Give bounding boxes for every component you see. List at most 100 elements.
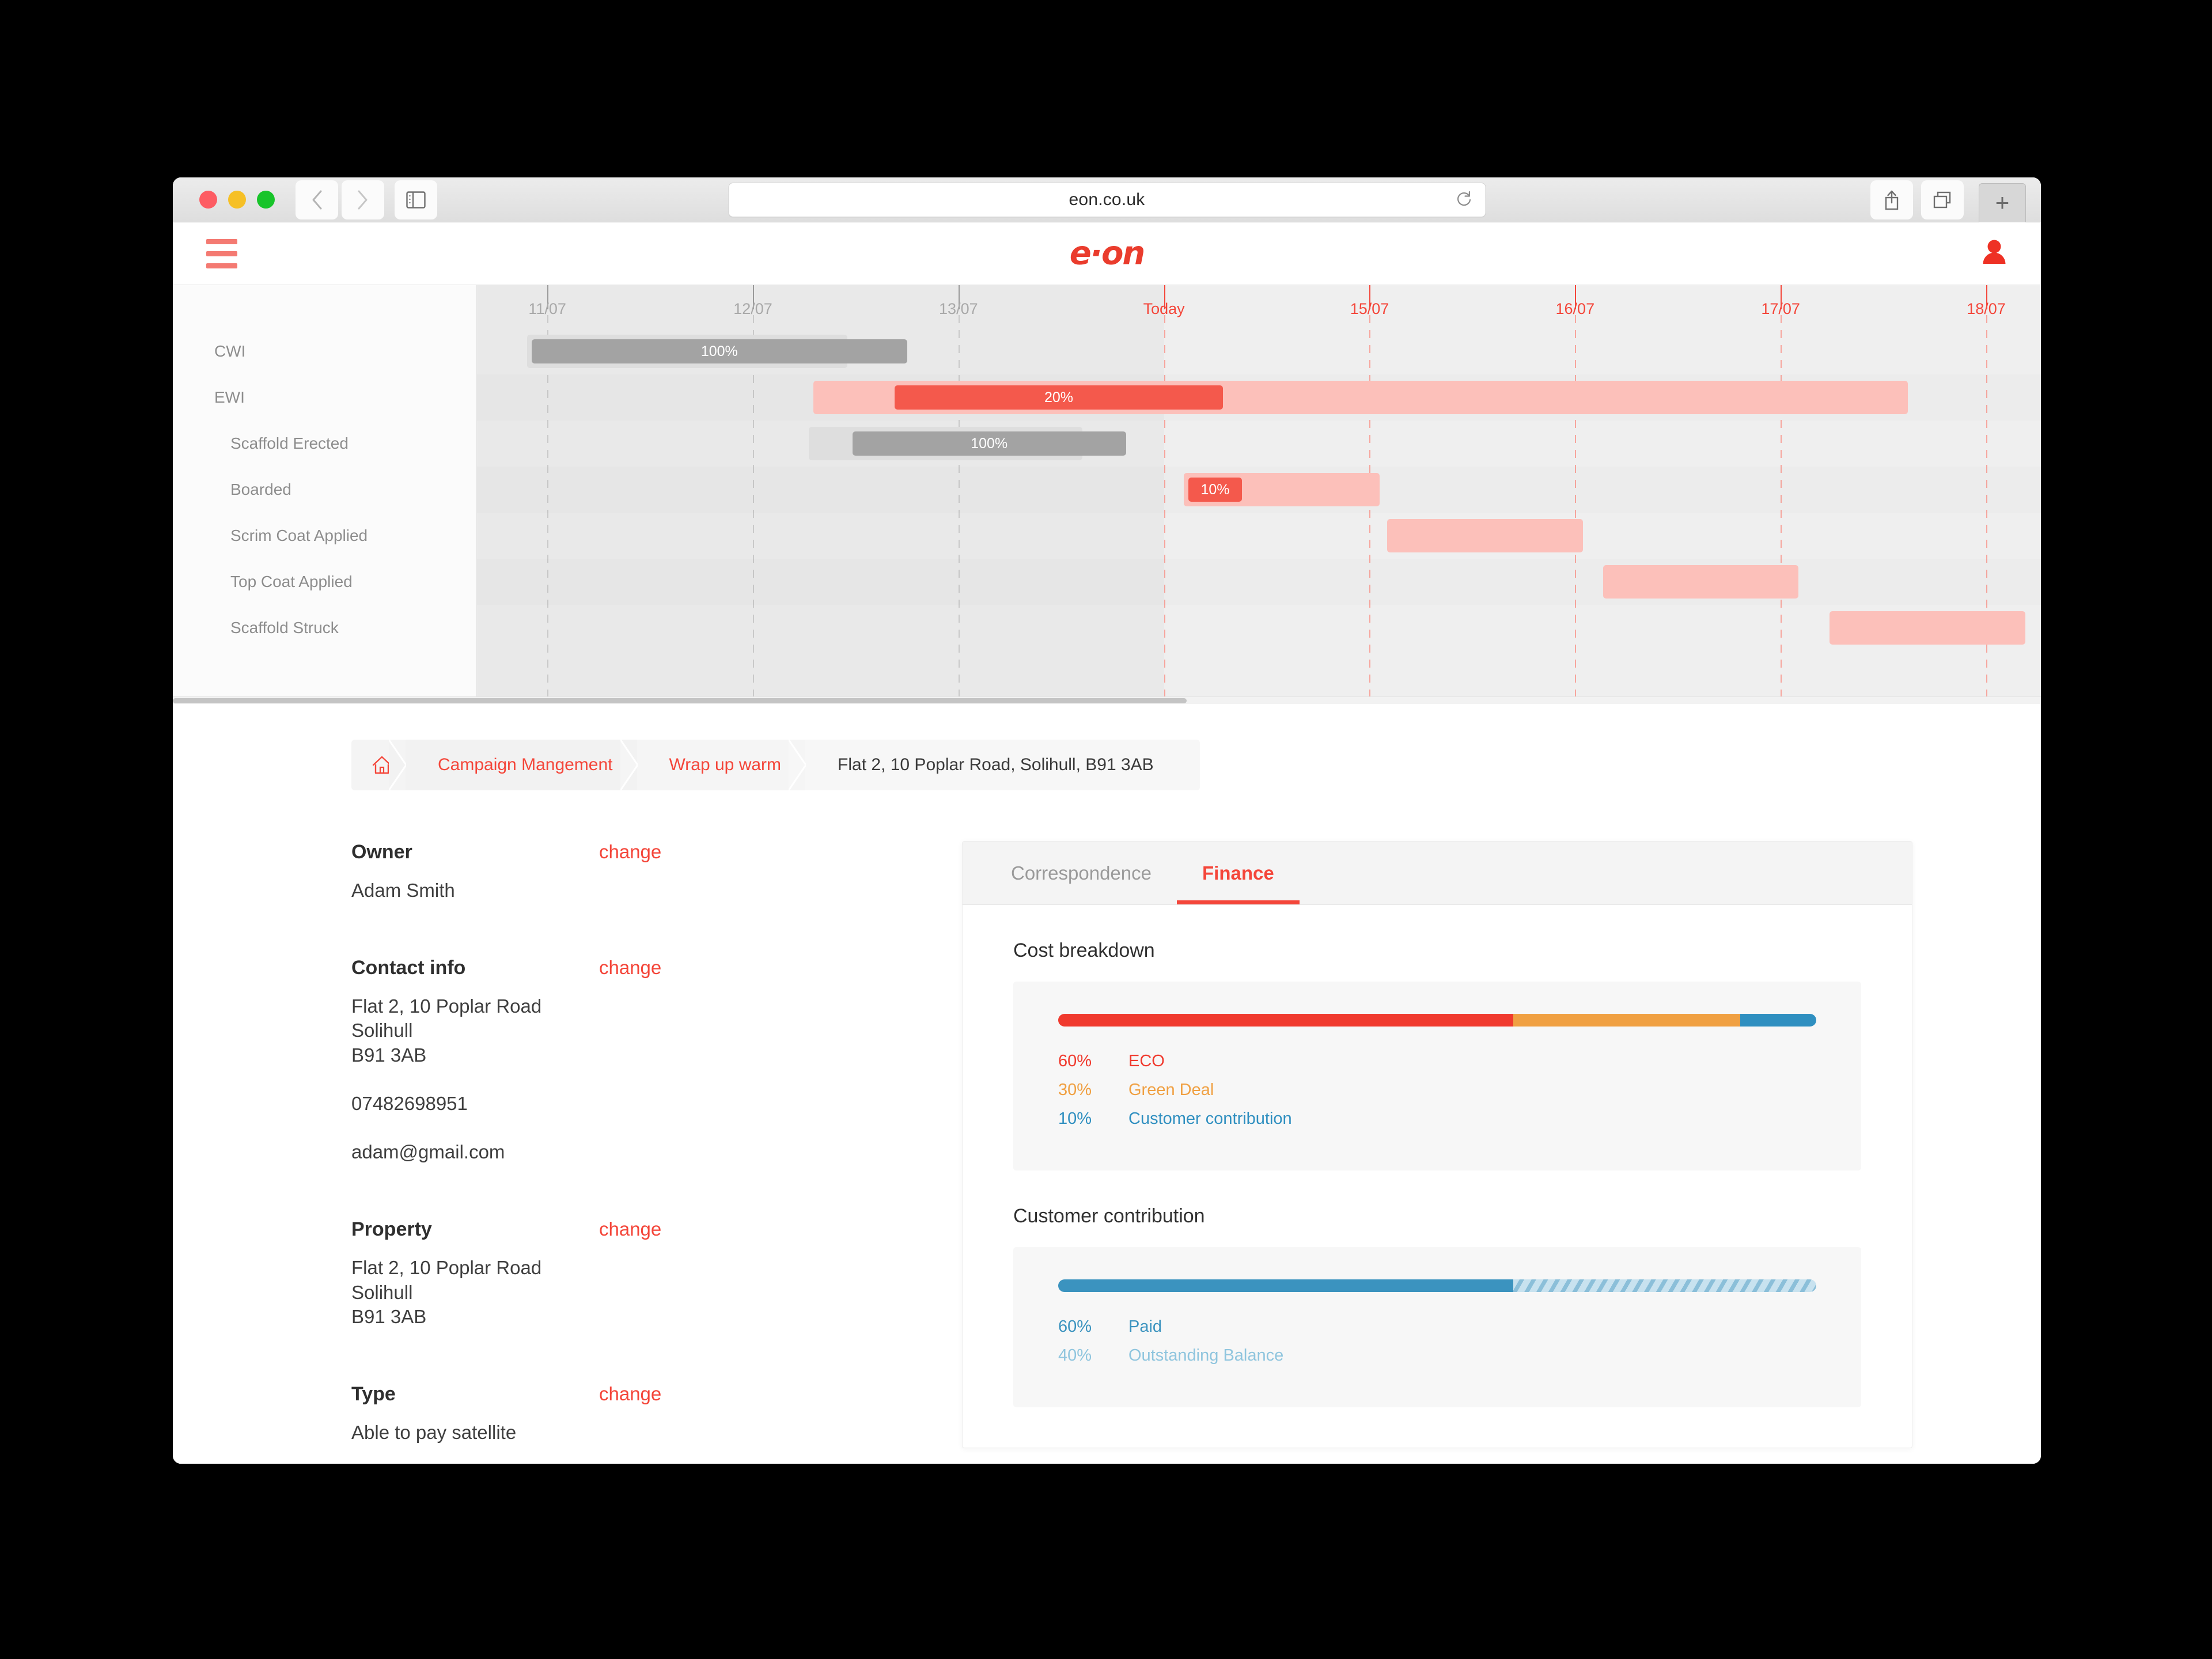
gantt-date-label: 13/07: [939, 300, 978, 317]
breadcrumb-label: Wrap up warm: [669, 755, 782, 774]
type-value: Able to pay satellite: [351, 1422, 517, 1444]
hamburger-menu-icon[interactable]: [206, 238, 237, 268]
back-button[interactable]: [296, 180, 338, 219]
breadcrumb-separator: [619, 739, 639, 791]
gantt-gridline: [753, 285, 754, 704]
gantt-tick: [1781, 285, 1782, 309]
gantt-scrollbar-thumb[interactable]: [173, 698, 1187, 703]
property-title: Property: [351, 1218, 432, 1241]
brand-logo: e·on: [1069, 234, 1146, 272]
gantt-gridline: [1986, 285, 1987, 704]
gantt-tick: [547, 285, 549, 309]
breadcrumb-label: Flat 2, 10 Poplar Road, Solihull, B91 3A…: [838, 755, 1154, 774]
close-window-button[interactable]: [199, 191, 217, 209]
legend-label: Outstanding Balance: [1128, 1346, 1284, 1365]
breadcrumb-item-campaign-management[interactable]: Campaign Mangement: [406, 739, 639, 791]
property-change-link[interactable]: change: [599, 1218, 662, 1240]
chevron-right-icon: [619, 739, 639, 791]
gantt-row[interactable]: [477, 513, 2041, 559]
contact-title: Contact info: [351, 957, 466, 979]
gantt-gridline: [958, 285, 960, 704]
forward-button[interactable]: [342, 180, 384, 219]
owner-title: Owner: [351, 841, 412, 863]
content-area: Campaign Mangement Wrap up warm: [173, 704, 2041, 1464]
legend-percent: 60%: [1058, 1317, 1092, 1336]
share-button[interactable]: [1870, 180, 1913, 219]
gantt-tick: [1369, 285, 1371, 309]
contact-address-line-1: Flat 2, 10 Poplar Road: [351, 995, 542, 1017]
detail-block-contact: Contact info change Flat 2, 10 Poplar Ro…: [351, 957, 933, 1164]
finance-panel: Correspondence Finance Cost breakdown 60…: [962, 841, 1912, 1448]
legend-percent: 30%: [1058, 1081, 1092, 1099]
gantt-progress-bar: 100%: [532, 339, 907, 363]
chevron-right-icon: [358, 190, 368, 209]
minimize-window-button[interactable]: [228, 191, 246, 209]
cost-breakdown-title: Cost breakdown: [1013, 940, 1155, 961]
cost-stack-segment: [1740, 1014, 1816, 1027]
gantt-date-header: 11/07 12/07 13/07 Today 15/07 16/07 17/07 18/07: [477, 285, 2041, 328]
legend-row: 60% ECO: [1058, 1052, 1816, 1071]
breadcrumb-item-wrap-up-warm[interactable]: Wrap up warm: [637, 739, 807, 791]
breadcrumb-home[interactable]: [351, 739, 407, 791]
user-avatar-icon[interactable]: [1981, 238, 2008, 269]
panel-tab-strip: Correspondence Finance: [963, 842, 1912, 905]
legend-row: 10% Customer contribution: [1058, 1109, 1816, 1128]
tab-finance[interactable]: Finance: [1177, 842, 1300, 904]
detail-column: Owner change Adam Smith Contact info cha…: [351, 841, 933, 1464]
sidebar-toggle-button[interactable]: [395, 180, 437, 219]
gantt-row[interactable]: 100%: [477, 328, 2041, 374]
gantt-date-label: 17/07: [1761, 300, 1800, 317]
new-tab-label: +: [1995, 189, 2010, 216]
type-change-link[interactable]: change: [599, 1383, 662, 1405]
share-icon: [1885, 190, 1899, 210]
tab-label: Correspondence: [1011, 862, 1152, 884]
legend-percent: 60%: [1058, 1052, 1092, 1070]
gantt-bar-track: [1830, 611, 2025, 645]
gantt-task-label-list: CWI EWI Scaffold Erected Boarded Scrim Coat …: [173, 328, 476, 651]
gantt-task-column: CWI EWI Scaffold Erected Boarded Scrim Coat …: [173, 285, 477, 704]
legend-percent: 10%: [1058, 1109, 1092, 1128]
gantt-row[interactable]: 10%: [477, 467, 2041, 513]
page-viewport: e·on CWI EWI Scaffold Erected Boarded Scrim …: [173, 222, 2041, 1464]
gantt-row[interactable]: 100%: [477, 421, 2041, 467]
navigation-buttons: [296, 180, 437, 219]
browser-toolbar: eon.co.uk: [173, 177, 2041, 222]
gantt-gridline: [1164, 285, 1165, 704]
cost-breakdown-legend: 60% ECO 30% Green Deal 10% Customer contribut…: [1058, 1052, 1816, 1128]
gantt-row[interactable]: [477, 559, 2041, 605]
gantt-date-label: 15/07: [1350, 300, 1389, 317]
customer-contribution-progress-bar: [1058, 1279, 1816, 1292]
tab-correspondence[interactable]: Correspondence: [986, 842, 1177, 904]
show-tabs-button[interactable]: [1921, 180, 1964, 219]
window-traffic-lights: [199, 191, 275, 209]
new-tab-button[interactable]: +: [1979, 183, 2026, 222]
breadcrumb-separator: [787, 739, 807, 791]
gantt-horizontal-scrollbar[interactable]: [173, 696, 2041, 704]
detail-block-type: Type change Able to pay satellite: [351, 1383, 933, 1445]
contribution-outstanding-segment: [1513, 1279, 1816, 1292]
gantt-row[interactable]: 20%: [477, 374, 2041, 421]
cost-stack-segment: [1513, 1014, 1741, 1027]
legend-label: ECO: [1128, 1052, 1165, 1070]
gantt-progress-bar: 20%: [894, 385, 1224, 410]
gantt-date-label: 18/07: [1967, 300, 2006, 317]
gantt-tick: [1575, 285, 1577, 309]
reload-button[interactable]: [1455, 190, 1472, 210]
owner-change-link[interactable]: change: [599, 841, 662, 862]
gantt-task-label: Scrim Coat Applied: [230, 527, 368, 544]
chevron-right-icon: [388, 739, 407, 791]
contact-change-link[interactable]: change: [599, 957, 662, 979]
cost-stack-segment: [1058, 1014, 1513, 1027]
gantt-timeline[interactable]: 11/07 12/07 13/07 Today 15/07 16/07 17/07 18/07…: [477, 285, 2041, 704]
legend-row: 30% Green Deal: [1058, 1081, 1816, 1100]
address-bar[interactable]: eon.co.uk: [728, 182, 1486, 217]
gantt-gridline: [1781, 285, 1782, 704]
gantt-row[interactable]: [477, 605, 2041, 651]
maximize-window-button[interactable]: [257, 191, 275, 209]
gantt-progress-bar: 100%: [852, 431, 1126, 456]
toolbar-right-controls: +: [1870, 180, 2028, 222]
sidebar-toggle-icon: [406, 191, 426, 209]
hamburger-bar: [206, 263, 237, 268]
breadcrumb: Campaign Mangement Wrap up warm: [351, 739, 1285, 791]
gantt-tick: [958, 285, 960, 309]
